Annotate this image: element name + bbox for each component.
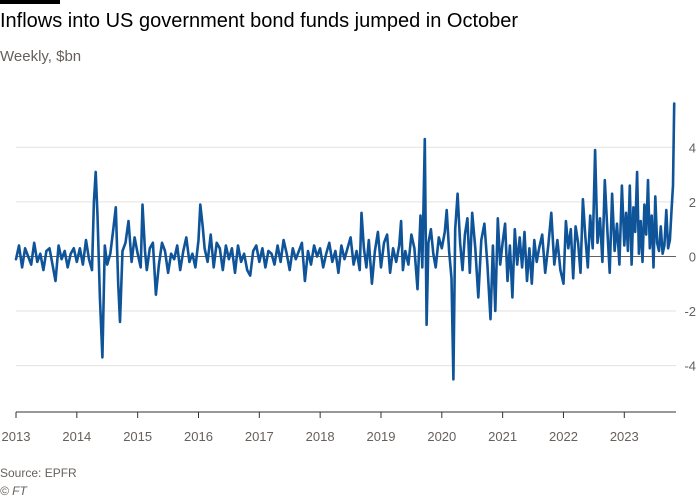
x-axis <box>15 411 676 418</box>
x-tick-label: 2023 <box>610 429 639 444</box>
x-tick-label: 2019 <box>367 429 396 444</box>
copyright-note: © FT <box>0 484 27 498</box>
y-tick-label: 4 <box>689 140 696 155</box>
x-tick-label: 2017 <box>245 429 274 444</box>
x-axis-labels: 2013 2014 2015 2016 2017 2018 2019 2020 2021 2022… <box>2 429 639 444</box>
chart-subtitle: Weekly, $bn <box>0 48 82 65</box>
x-tick-label: 2021 <box>488 429 517 444</box>
brand-bar <box>0 0 60 4</box>
y-tick-label: -4 <box>684 359 696 374</box>
x-tick-label: 2013 <box>2 429 31 444</box>
series-layer <box>14 102 676 381</box>
chart-title: Inflows into US government bond funds ju… <box>0 10 519 32</box>
y-tick-label: -2 <box>684 304 696 319</box>
x-tick-label: 2018 <box>306 429 335 444</box>
x-tick-label: 2020 <box>427 429 456 444</box>
y-axis-labels: -4 -2 0 2 4 <box>684 140 696 373</box>
x-tick-label: 2022 <box>549 429 578 444</box>
x-tick-label: 2015 <box>123 429 152 444</box>
series-line <box>14 102 676 381</box>
y-tick-label: 2 <box>689 195 696 210</box>
source-note: Source: EPFR <box>0 466 77 480</box>
x-tick-label: 2014 <box>62 429 91 444</box>
y-tick-label: 0 <box>689 249 696 264</box>
x-tick-label: 2016 <box>184 429 213 444</box>
